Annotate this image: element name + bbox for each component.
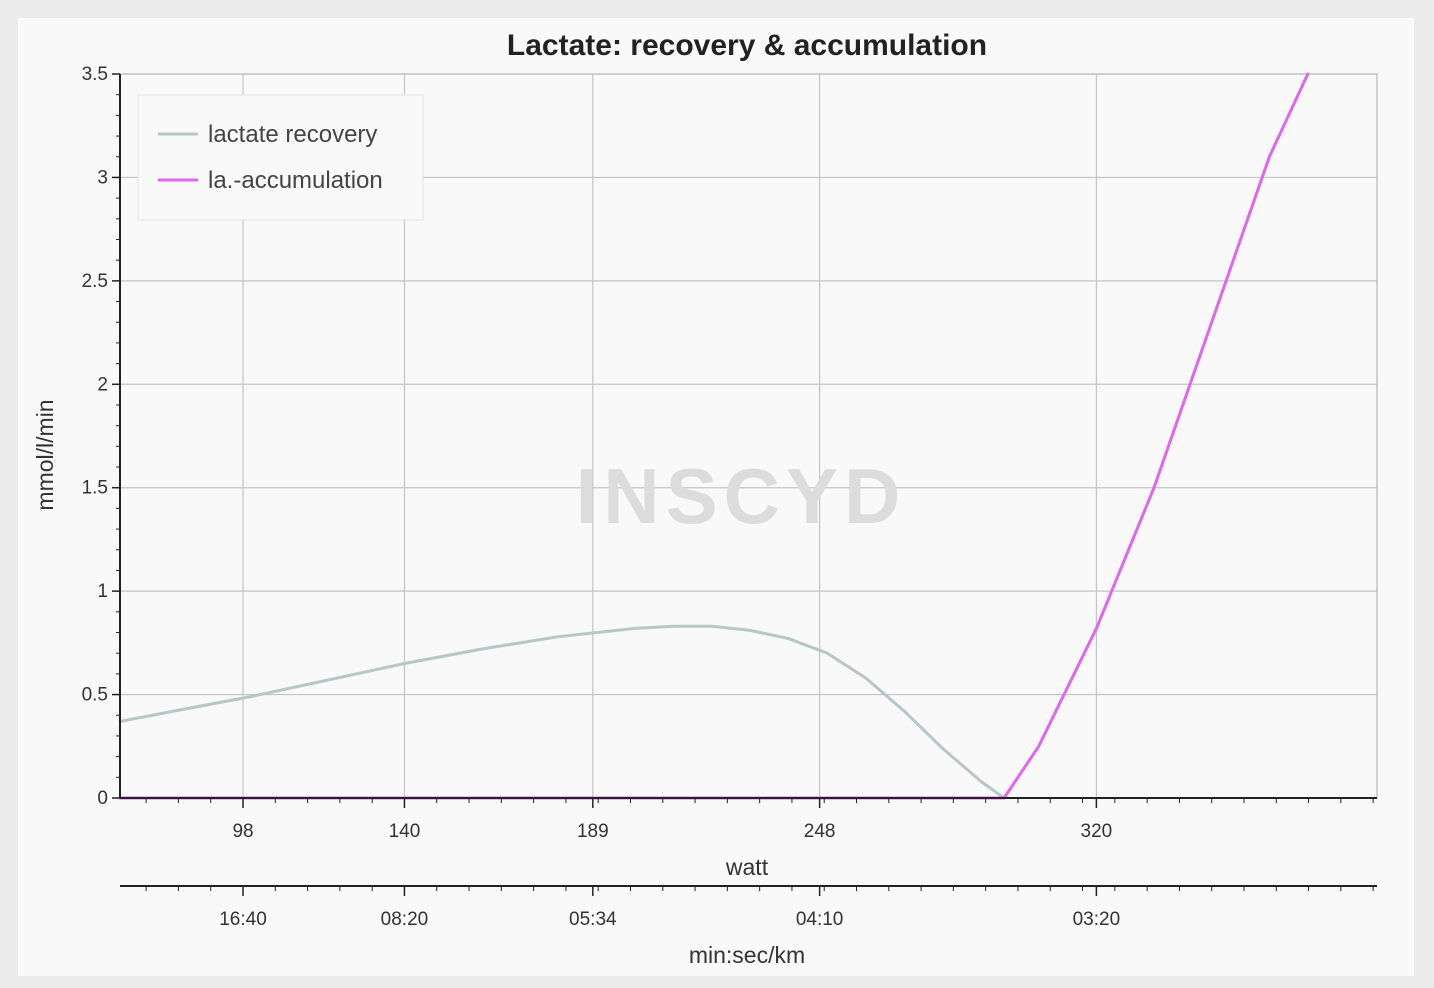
x2-tick-label: 04:10	[796, 909, 844, 930]
x-tick-label: 140	[389, 821, 421, 842]
chart-card: Lactate: recovery & accumulation INSCYD …	[18, 18, 1414, 976]
legend-label-recovery: lactate recovery	[208, 121, 377, 148]
y-tick-label: 2.5	[82, 271, 108, 292]
y-tick-label: 3	[97, 167, 108, 188]
x-axis-label: watt	[725, 854, 769, 880]
y-tick-label: 3.5	[82, 64, 108, 85]
y-tick-label: 2	[97, 374, 108, 395]
legend-label-accumulation: la.-accumulation	[208, 167, 383, 194]
y-tick-label: 1.5	[82, 478, 108, 499]
x-tick-label: 248	[804, 821, 836, 842]
x-tick-label: 98	[232, 821, 253, 842]
x-tick-label: 189	[577, 821, 609, 842]
x2-tick-label: 08:20	[381, 909, 429, 930]
x2-tick-label: 05:34	[569, 909, 617, 930]
axes	[112, 73, 1377, 896]
secondary-x-axis-label: min:sec/km	[689, 942, 805, 968]
watermark-logo: INSCYD	[576, 452, 907, 540]
y-tick-label: 0.5	[82, 685, 108, 706]
x2-tick-label: 03:20	[1073, 909, 1121, 930]
lactate-chart: Lactate: recovery & accumulation INSCYD …	[32, 29, 1378, 968]
y-axis-label: mmol/l/min	[32, 399, 58, 510]
y-tick-label: 0	[97, 788, 108, 809]
legend: lactate recovery la.-accumulation	[137, 94, 424, 221]
series-line-recovery	[118, 624, 1006, 800]
tick-labels: 0 0.5 1 1.5 2 2.5 3 3.5 98 16:40 140 08:20 189 05:34 2…	[82, 64, 1121, 930]
x-tick-label: 320	[1081, 821, 1113, 842]
chart-title: Lactate: recovery & accumulation	[507, 29, 987, 62]
legend-box	[137, 94, 424, 221]
x2-tick-label: 16:40	[219, 909, 267, 930]
y-tick-label: 1	[97, 581, 108, 602]
